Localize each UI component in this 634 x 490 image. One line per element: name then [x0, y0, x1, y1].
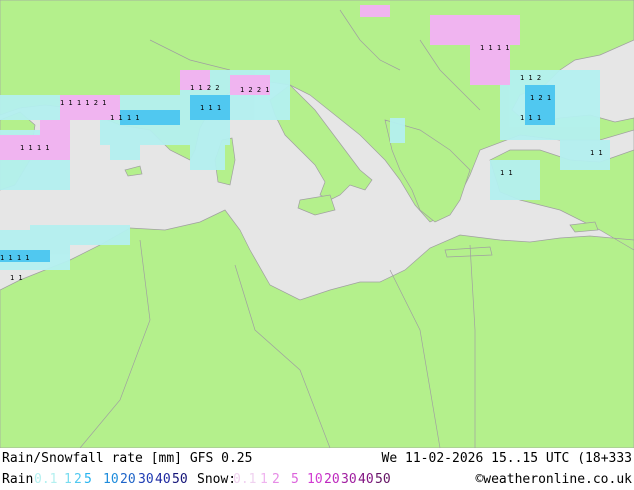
svg-text:1 1 1 1: 1 1 1 1 — [0, 254, 30, 262]
svg-text:1 1 1 1: 1 1 1 1 — [480, 44, 510, 52]
snow-legend-value: 40 — [358, 472, 374, 487]
rain-heavier — [0, 85, 555, 262]
snow-legend-value: 20 — [324, 472, 340, 487]
rain-legend-value: 30 — [138, 472, 154, 487]
svg-text:1 1 1: 1 1 1 — [200, 104, 221, 112]
svg-text:1 1 2 2: 1 1 2 2 — [190, 84, 220, 92]
rain-legend-value: 50 — [172, 472, 188, 487]
svg-text:1 1 1 1: 1 1 1 1 — [20, 144, 50, 152]
snow-legend-label: Snow: — [197, 472, 237, 487]
precipitation-map: 1 1 1 1 1 1 2 1 2 1 1 1 1 1 1 1 1 2 1 1 … — [0, 0, 634, 448]
rain-legend-label: Rain — [2, 472, 34, 487]
snow-legend-value: 10 — [307, 472, 323, 487]
svg-text:1 2 2 1: 1 2 2 1 — [240, 86, 270, 94]
credit-link[interactable]: ©weatheronline.co.uk — [475, 472, 632, 487]
snow-legend-value: 0.1 — [233, 472, 257, 487]
svg-text:1 1 1 1: 1 1 1 1 — [110, 114, 140, 122]
precip-value-markers: 1 1 1 1 1 1 2 1 2 1 1 1 1 1 1 1 1 2 1 1 … — [0, 44, 603, 282]
rain-legend-value: 40 — [155, 472, 171, 487]
svg-text:1 1: 1 1 — [500, 169, 513, 177]
svg-text:1 1: 1 1 — [10, 274, 23, 282]
rain-legend-value: 1 — [64, 472, 72, 487]
snow-legend-value: 2 — [272, 472, 280, 487]
legend-bar: Rain 0.1 1 2 5 10 20 30 40 50 Snow: 0.1 … — [0, 469, 634, 490]
svg-text:1 1: 1 1 — [590, 149, 603, 157]
header-bar: Rain/Snowfall rate [mm] GFS 0.25 We 11-0… — [0, 448, 634, 469]
rain-legend-value: 2 — [74, 472, 82, 487]
rain-legend-value: 20 — [120, 472, 136, 487]
snow-legend-value: 1 — [260, 472, 268, 487]
svg-text:1 2 1: 1 2 1 — [530, 94, 551, 102]
rain-legend-value: 0.1 — [34, 472, 58, 487]
svg-text:1 1 1: 1 1 1 — [520, 114, 541, 122]
snow-legend-value: 50 — [375, 472, 391, 487]
forecast-datetime: We 11-02-2026 15..15 UTC (18+333 — [381, 451, 632, 466]
snow-legend-value: 30 — [341, 472, 357, 487]
country-borders — [79, 9, 481, 448]
map-title: Rain/Snowfall rate [mm] GFS 0.25 — [2, 451, 253, 466]
svg-text:1 1 2: 1 1 2 — [520, 74, 541, 82]
svg-text:1 1 1 1 2 1: 1 1 1 1 2 1 — [60, 99, 106, 107]
rain-legend-value: 10 — [103, 472, 119, 487]
rain-legend-value: 5 — [84, 472, 92, 487]
snow-legend-value: 5 — [291, 472, 299, 487]
snow-areas — [0, 5, 520, 160]
